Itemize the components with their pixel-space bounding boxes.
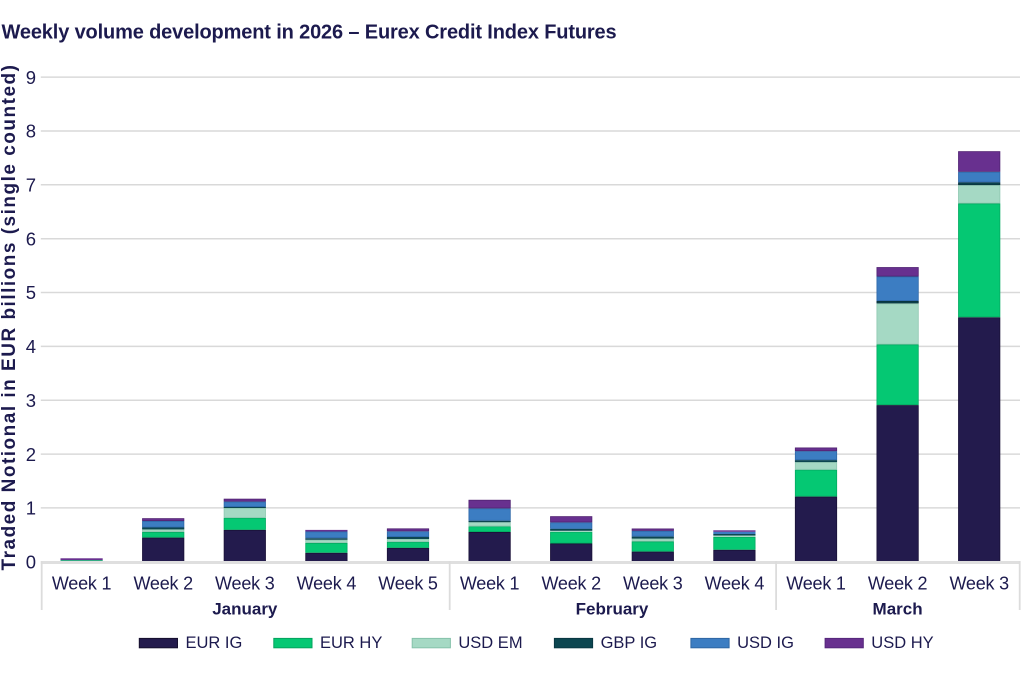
svg-text:Week 5: Week 5 xyxy=(378,574,438,594)
svg-text:Week 1: Week 1 xyxy=(52,574,112,594)
svg-text:5: 5 xyxy=(26,282,36,303)
svg-text:February: February xyxy=(576,600,649,619)
svg-text:9: 9 xyxy=(26,67,36,88)
svg-text:0: 0 xyxy=(26,552,36,573)
svg-text:EUR HY: EUR HY xyxy=(320,634,382,652)
svg-text:8: 8 xyxy=(26,121,36,142)
svg-text:Week 2: Week 2 xyxy=(868,574,928,594)
svg-text:4: 4 xyxy=(26,336,36,357)
svg-text:Week 1: Week 1 xyxy=(786,574,846,594)
svg-text:GBP IG: GBP IG xyxy=(601,634,658,652)
svg-text:Week 4: Week 4 xyxy=(705,574,765,594)
svg-text:USD HY: USD HY xyxy=(871,634,933,652)
svg-text:1: 1 xyxy=(26,498,36,519)
svg-text:EUR IG: EUR IG xyxy=(186,634,243,652)
svg-text:Week 1: Week 1 xyxy=(460,574,520,594)
svg-text:Week 3: Week 3 xyxy=(949,574,1009,594)
svg-text:2: 2 xyxy=(26,444,36,465)
svg-text:USD EM: USD EM xyxy=(458,634,522,652)
svg-text:Week 3: Week 3 xyxy=(623,574,683,594)
svg-text:January: January xyxy=(212,600,278,619)
svg-text:Week 2: Week 2 xyxy=(541,574,601,594)
svg-text:Traded Notional in EUR billion: Traded Notional in EUR billions (single … xyxy=(0,64,20,571)
svg-text:6: 6 xyxy=(26,228,36,249)
svg-text:3: 3 xyxy=(26,390,36,411)
svg-text:Week 3: Week 3 xyxy=(215,574,275,594)
svg-text:7: 7 xyxy=(26,175,36,196)
svg-text:Weekly volume development in 2: Weekly volume development in 2026 – Eure… xyxy=(2,22,617,44)
svg-text:Week 2: Week 2 xyxy=(133,574,193,594)
svg-text:USD IG: USD IG xyxy=(737,634,794,652)
svg-text:March: March xyxy=(873,600,923,619)
svg-text:Week 4: Week 4 xyxy=(297,574,357,594)
